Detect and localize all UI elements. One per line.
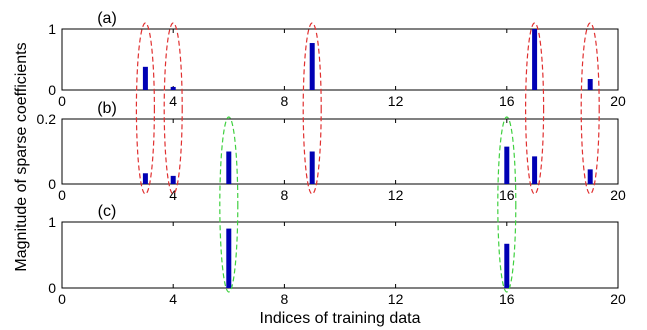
x-tick-label: 0 [58, 93, 66, 109]
y-tick-label: 0 [48, 82, 56, 98]
x-tick-label: 8 [281, 93, 289, 109]
dashed-ellipse [497, 116, 517, 293]
y-tick-label: 0 [48, 280, 56, 296]
x-tick-label: 16 [499, 93, 515, 109]
x-tick-label: 12 [388, 291, 404, 307]
x-tick-label: 20 [610, 93, 626, 109]
dashed-ellipse [163, 22, 183, 195]
bar [587, 79, 593, 90]
x-tick-label: 4 [169, 93, 177, 109]
x-axis-label: Indices of training data [260, 310, 421, 327]
x-tick-label: 0 [58, 187, 66, 203]
dashed-ellipse [302, 22, 322, 195]
axes-frame [61, 118, 619, 185]
axes-frame [61, 221, 619, 289]
bar [309, 43, 315, 90]
x-tick-label: 4 [169, 187, 177, 203]
y-axis-label: Magnitude of sparse coefficients [13, 42, 30, 271]
panel-0: (a) 0 4 8 12 16 20 0 1 [48, 10, 626, 109]
x-tick-label: 20 [610, 291, 626, 307]
y-tick-label: 1 [48, 214, 56, 230]
bar [170, 86, 176, 90]
panel-label: (b) [97, 100, 117, 117]
bar [142, 173, 148, 184]
x-tick-label: 12 [388, 93, 404, 109]
panel-label: (c) [98, 203, 117, 220]
bar [170, 175, 176, 184]
bar [532, 156, 538, 184]
bar [226, 151, 232, 184]
bar [309, 151, 315, 184]
bar [532, 29, 538, 90]
y-tick-label: 1 [48, 21, 56, 37]
y-tick-label: 0.2 [37, 111, 57, 127]
x-tick-label: 16 [499, 291, 515, 307]
bar [504, 243, 510, 288]
dashed-ellipse [135, 22, 155, 195]
panel-label: (a) [97, 10, 117, 27]
panel-1: (b) 0 4 8 12 16 20 0 0.2 [37, 100, 626, 203]
x-tick-label: 12 [388, 187, 404, 203]
bar [504, 146, 510, 184]
x-tick-label: 20 [610, 187, 626, 203]
x-tick-label: 8 [281, 187, 289, 203]
bar [226, 228, 232, 288]
axes-frame [61, 28, 619, 91]
y-tick-label: 0 [48, 176, 56, 192]
bar [142, 66, 148, 90]
bar [587, 169, 593, 184]
x-tick-label: 0 [58, 291, 66, 307]
x-tick-label: 16 [499, 187, 515, 203]
x-tick-label: 8 [281, 291, 289, 307]
dashed-ellipse [219, 116, 239, 293]
dashed-ellipse [524, 22, 545, 195]
dashed-ellipse [580, 22, 600, 195]
panel-2: (c) 0 4 8 12 16 20 0 1 [48, 203, 626, 307]
x-tick-label: 4 [169, 291, 177, 307]
